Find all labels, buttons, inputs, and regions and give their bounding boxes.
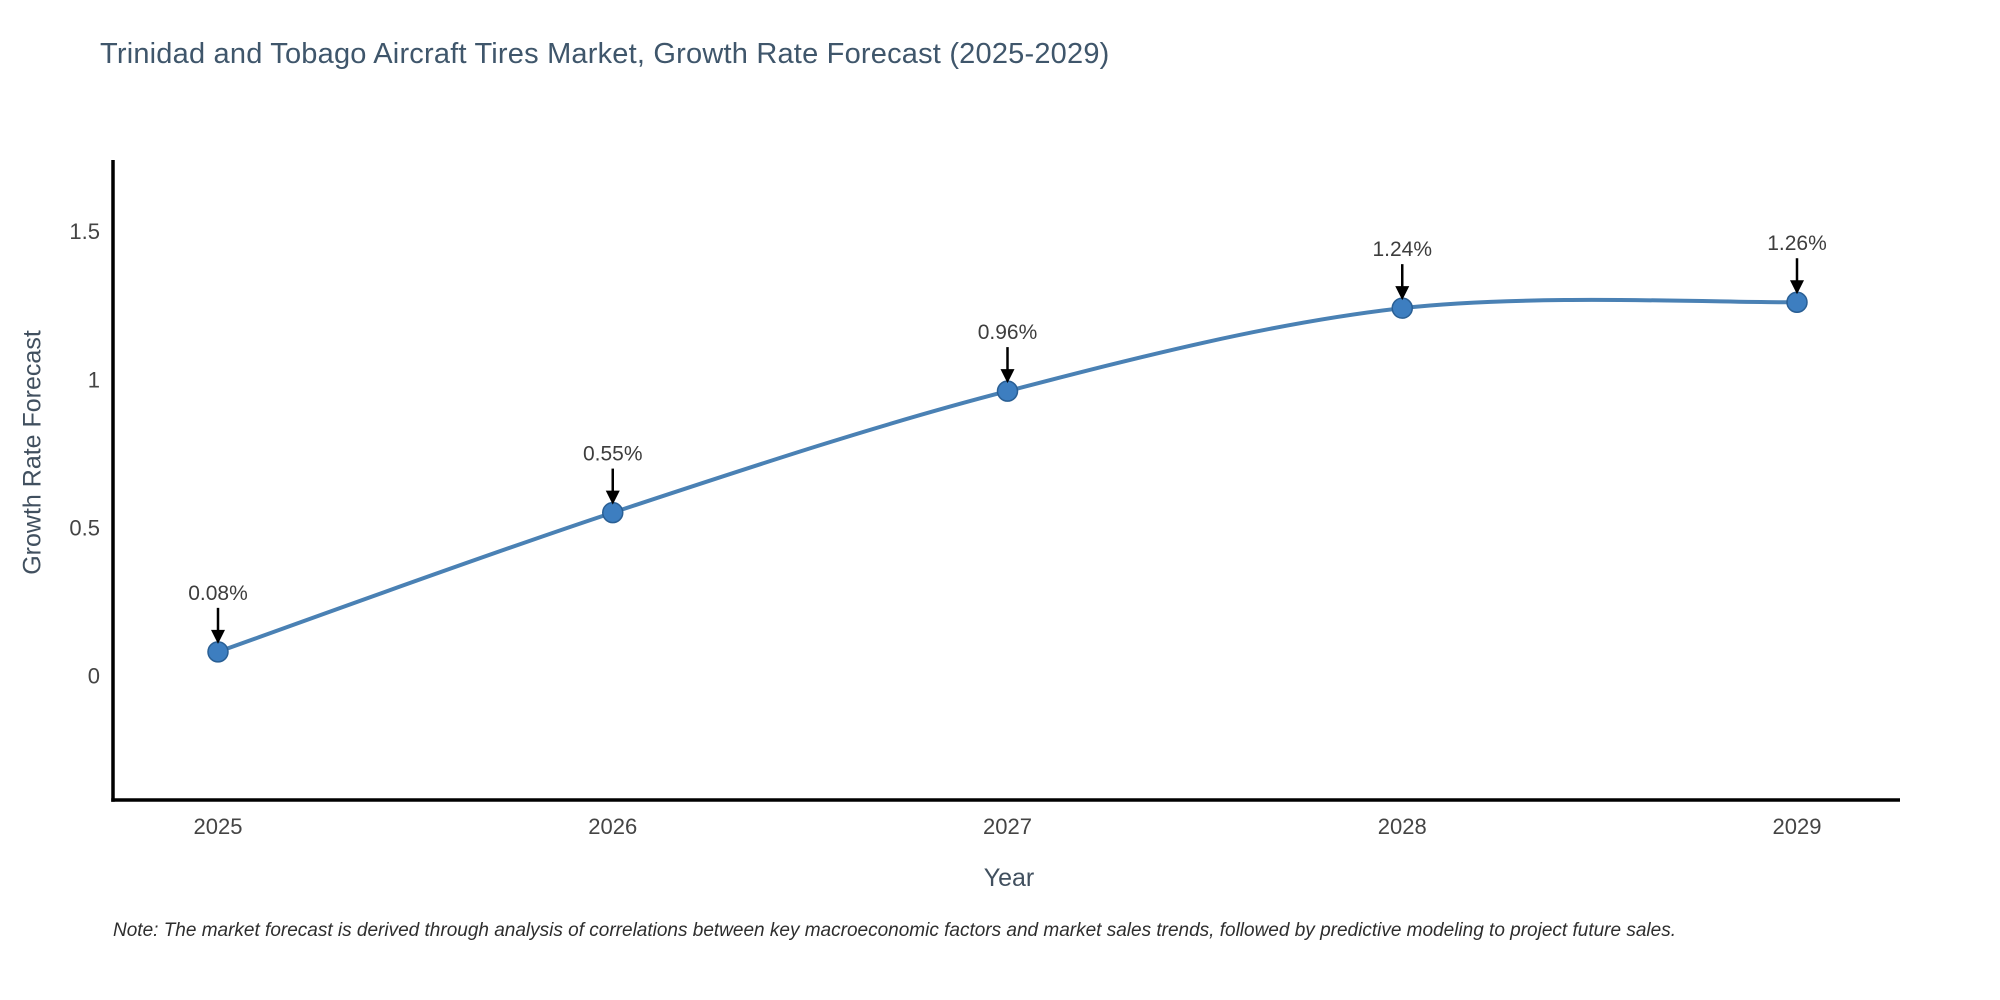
point-value-label: 0.96% [978,321,1038,344]
x-tick-label: 2029 [1773,814,1822,839]
x-tick-label: 2026 [588,814,637,839]
chart-footnote: Note: The market forecast is derived thr… [113,920,1676,941]
x-tick-label: 2027 [983,814,1032,839]
y-tick-label: 0.5 [69,515,100,540]
x-tick-label: 2025 [194,814,243,839]
data-point-marker [996,380,1019,402]
annotation-arrow-head [1395,286,1410,301]
annotation-arrow-head [211,629,225,644]
point-value-label: 1.26% [1767,232,1827,255]
y-tick-label: 1 [88,367,100,392]
annotation-arrow-head [1790,280,1804,295]
point-value-label: 0.08% [188,582,248,605]
x-axis-title: Year [983,864,1035,892]
point-value-label: 1.24% [1372,238,1432,261]
data-point-marker [1786,291,1808,313]
data-point-marker [602,501,624,524]
y-tick-label: 1.5 [69,219,100,244]
annotation-arrow-head [1000,369,1015,384]
annotation-arrow-head [605,490,620,505]
point-value-label: 0.55% [583,443,643,466]
data-point-marker [1391,297,1413,319]
chart-title: Trinidad and Tobago Aircraft Tires Marke… [100,38,1110,70]
y-tick-label: 0 [88,664,100,689]
data-point-marker [207,641,229,663]
y-axis-title: Growth Rate Forecast [18,330,47,575]
x-tick-label: 2028 [1378,814,1427,839]
